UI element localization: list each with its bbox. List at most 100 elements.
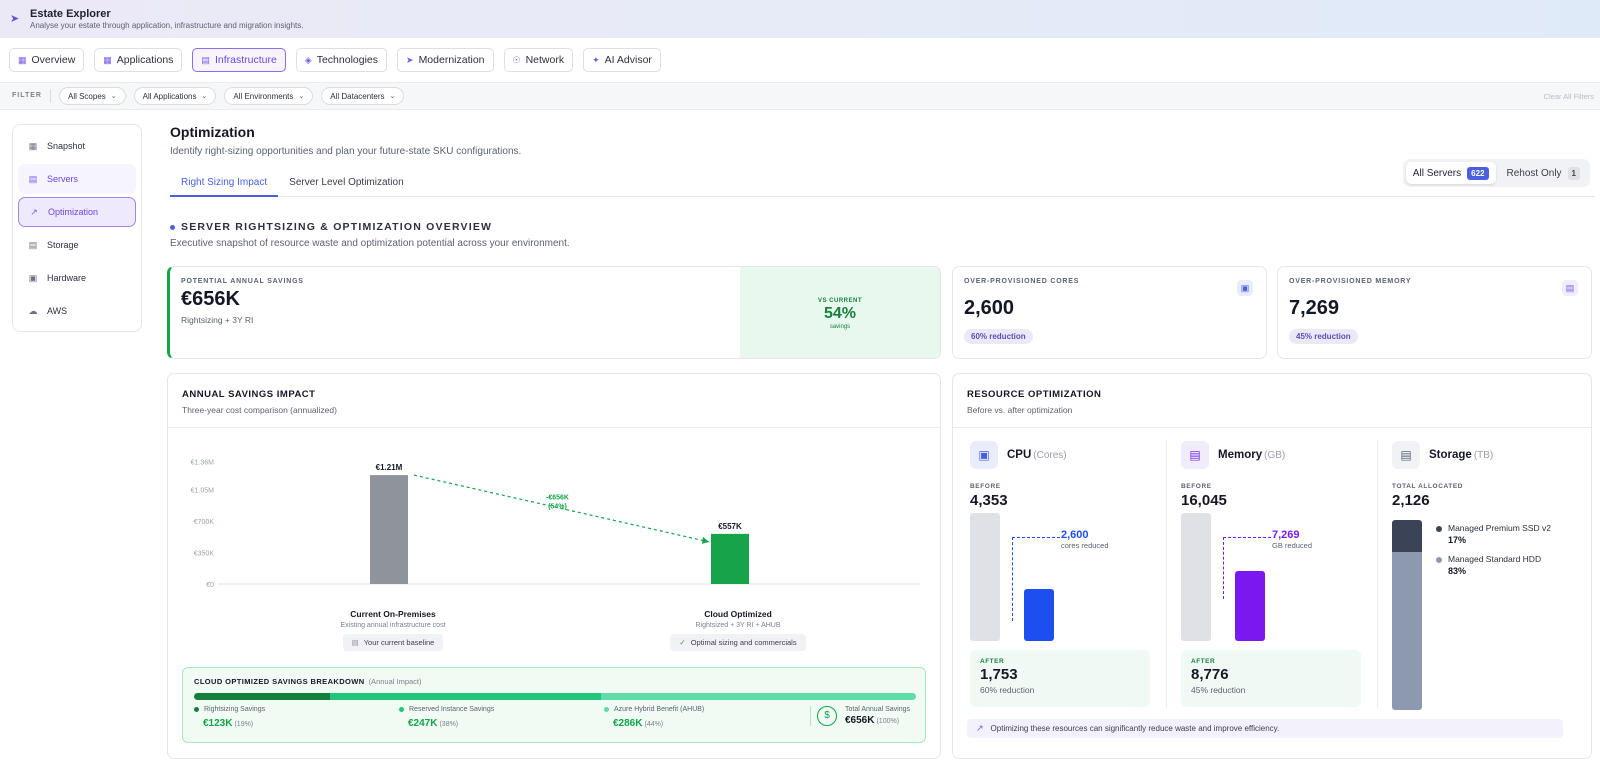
breakdown-title: CLOUD OPTIMIZED SAVINGS BREAKDOWN (Annual… xyxy=(194,677,422,686)
tab-technologies[interactable]: ◈ Technologies xyxy=(295,48,388,72)
sidebar-item-optimization[interactable]: ↗ Optimization xyxy=(18,197,136,227)
breakdown-ahub: Azure Hybrid Benefit (AHUB) €286K (44%) xyxy=(604,706,704,729)
optimization-tip: ↗ Optimizing these resources can signific… xyxy=(967,719,1563,738)
card-subtitle: Three-year cost comparison (annualized) xyxy=(182,405,337,415)
sidebar-item-label: Servers xyxy=(47,174,79,184)
tab-network[interactable]: ☉ Network xyxy=(503,48,574,72)
application-filter[interactable]: All Applications ⌄ xyxy=(133,87,217,105)
y-tick-label: €700K xyxy=(194,519,215,526)
item-pct: (38%) xyxy=(439,721,459,728)
filter-label: FILTER xyxy=(12,89,51,103)
tab-label: Modernization xyxy=(418,54,485,66)
building-icon: ▤ xyxy=(351,638,359,647)
before-label: BEFORE xyxy=(1181,483,1212,490)
y-tick-label: €1.36M xyxy=(191,460,215,467)
check-circle-icon: ✓ xyxy=(679,638,686,647)
savings-bar-chart: €0 €350K €700K €1.05M €1.36M €1.21M €557K -€656… xyxy=(191,460,920,589)
sidebar-item-snapshot[interactable]: ▦ Snapshot xyxy=(18,131,136,161)
y-tick-label: €1.05M xyxy=(191,488,215,495)
storage-legend: Managed Premium SSD v2 17% Managed Standa… xyxy=(1436,523,1551,585)
item-name: Rightsizing Savings xyxy=(204,706,266,713)
memory-before-bar xyxy=(1181,513,1211,641)
delta-arrow-line xyxy=(413,474,710,543)
bar-value-label: €1.21M xyxy=(376,463,403,472)
bar-desc: Existing annual infrastructure cost xyxy=(340,622,446,629)
reduction-connector xyxy=(1223,537,1271,599)
filter-bar: FILTER All Scopes ⌄ All Applications ⌄ All… xyxy=(0,82,1600,110)
reduced-label: cores reduced xyxy=(1061,541,1109,550)
scope-filter[interactable]: All Scopes ⌄ xyxy=(58,87,126,105)
item-value: €123K xyxy=(203,718,233,729)
server-icon: ▤ xyxy=(201,54,210,65)
drive-icon: ▤ xyxy=(28,239,38,250)
tab-ai-advisor[interactable]: ✦ AI Advisor xyxy=(583,48,661,72)
tab-server-level-optimization[interactable]: Server Level Optimization xyxy=(289,177,404,188)
cpu-column: ▣ CPU (Cores) BEFORE 4,353 2,600 cores red… xyxy=(970,441,1170,751)
sidebar-item-label: Optimization xyxy=(48,207,99,217)
tab-label: Network xyxy=(525,54,565,66)
tab-infrastructure[interactable]: ▤ Infrastructure xyxy=(192,48,286,72)
bar-current xyxy=(370,475,408,584)
app-subtitle: Analyse your estate through application,… xyxy=(30,21,304,30)
resource-name: Memory xyxy=(1218,449,1263,461)
section-heading: SERVER RIGHTSIZING & OPTIMIZATION OVERVI… xyxy=(170,221,1595,233)
divider xyxy=(168,427,940,428)
sidebar-item-label: Storage xyxy=(47,240,79,250)
total-value: 2,126 xyxy=(1392,492,1430,509)
tab-overview[interactable]: ▦ Overview xyxy=(9,48,85,72)
item-name: Azure Hybrid Benefit (AHUB) xyxy=(614,706,705,713)
item-value: €247K xyxy=(408,718,438,729)
kpi-value: 7,269 xyxy=(1289,297,1340,319)
storage-segment-1 xyxy=(1392,520,1422,553)
total-pct: (100%) xyxy=(876,718,900,725)
sidebar-item-aws[interactable]: ☁ AWS xyxy=(18,296,136,326)
delta-label: -€656K xyxy=(546,494,569,501)
cpu-after-bar xyxy=(1024,589,1054,641)
legend-dot xyxy=(604,707,609,712)
reduction-pill: 45% reduction xyxy=(1289,329,1358,344)
breakdown-segment-2 xyxy=(329,693,602,700)
tag-label: Optimal sizing and commercials xyxy=(690,638,797,647)
tab-applications[interactable]: ▦ Applications xyxy=(94,48,183,72)
kpi-value: 2,600 xyxy=(964,297,1015,319)
environment-filter[interactable]: All Environments ⌄ xyxy=(224,87,314,105)
savings-kpi-card: POTENTIAL ANNUAL SAVINGS €656K Rightsizi… xyxy=(167,266,941,359)
bullet-dot xyxy=(170,224,175,230)
after-note: 45% reduction xyxy=(1191,685,1246,695)
item-pct: (19%) xyxy=(234,721,254,728)
all-servers-button[interactable]: All Servers 622 xyxy=(1405,162,1496,184)
server-scope-toggle: All Servers 622 Rehost Only 1 xyxy=(1402,159,1590,187)
cpu-after-box: AFTER 1,753 60% reduction xyxy=(970,650,1150,707)
before-value: 16,045 xyxy=(1181,492,1227,509)
sidebar-item-hardware[interactable]: ▣ Hardware xyxy=(18,263,136,293)
tab-right-sizing-impact[interactable]: Right Sizing Impact xyxy=(170,171,279,197)
cpu-icon: ▣ xyxy=(1237,280,1253,296)
column-divider xyxy=(1377,440,1378,708)
tab-label: Technologies xyxy=(316,54,379,66)
breakdown-total: $ Total Annual Savings €656K (100%) xyxy=(810,706,910,726)
rehost-only-button[interactable]: Rehost Only 1 xyxy=(1500,162,1587,184)
app-title: Estate Explorer xyxy=(30,8,111,20)
legend-name: Managed Premium SSD v2 xyxy=(1448,523,1551,533)
memory-after-box: AFTER 8,776 45% reduction xyxy=(1181,650,1361,707)
sidebar: ▦ Snapshot ▤ Servers ↗ Optimization ▤ Storag… xyxy=(12,124,142,332)
datacenter-filter[interactable]: All Datacenters ⌄ xyxy=(321,87,405,105)
sidebar-item-label: Hardware xyxy=(47,273,87,283)
rocket-icon: ➤ xyxy=(10,13,20,25)
before-value: 4,353 xyxy=(970,492,1008,509)
chip-icon: ▣ xyxy=(28,272,38,283)
sidebar-item-servers[interactable]: ▤ Servers xyxy=(18,164,136,194)
layers-icon: ◈ xyxy=(304,54,312,65)
reduced-value: 7,269 xyxy=(1272,529,1300,541)
total-label: TOTAL ALLOCATED xyxy=(1392,483,1464,490)
vs-note: savings xyxy=(829,323,851,330)
sidebar-item-storage[interactable]: ▤ Storage xyxy=(18,230,136,260)
item-value: €286K xyxy=(613,718,643,729)
baseline-caption: Current On-Premises Existing annual infr… xyxy=(328,609,458,651)
clear-filters-button[interactable]: Clear All Filters xyxy=(1543,91,1594,101)
tab-modernization[interactable]: ➤ Modernization xyxy=(397,48,494,72)
after-note: 60% reduction xyxy=(980,685,1035,695)
card-title: RESOURCE OPTIMIZATION xyxy=(967,389,1102,400)
vs-value: 54% xyxy=(823,304,857,322)
reduced-value: 2,600 xyxy=(1061,529,1089,541)
